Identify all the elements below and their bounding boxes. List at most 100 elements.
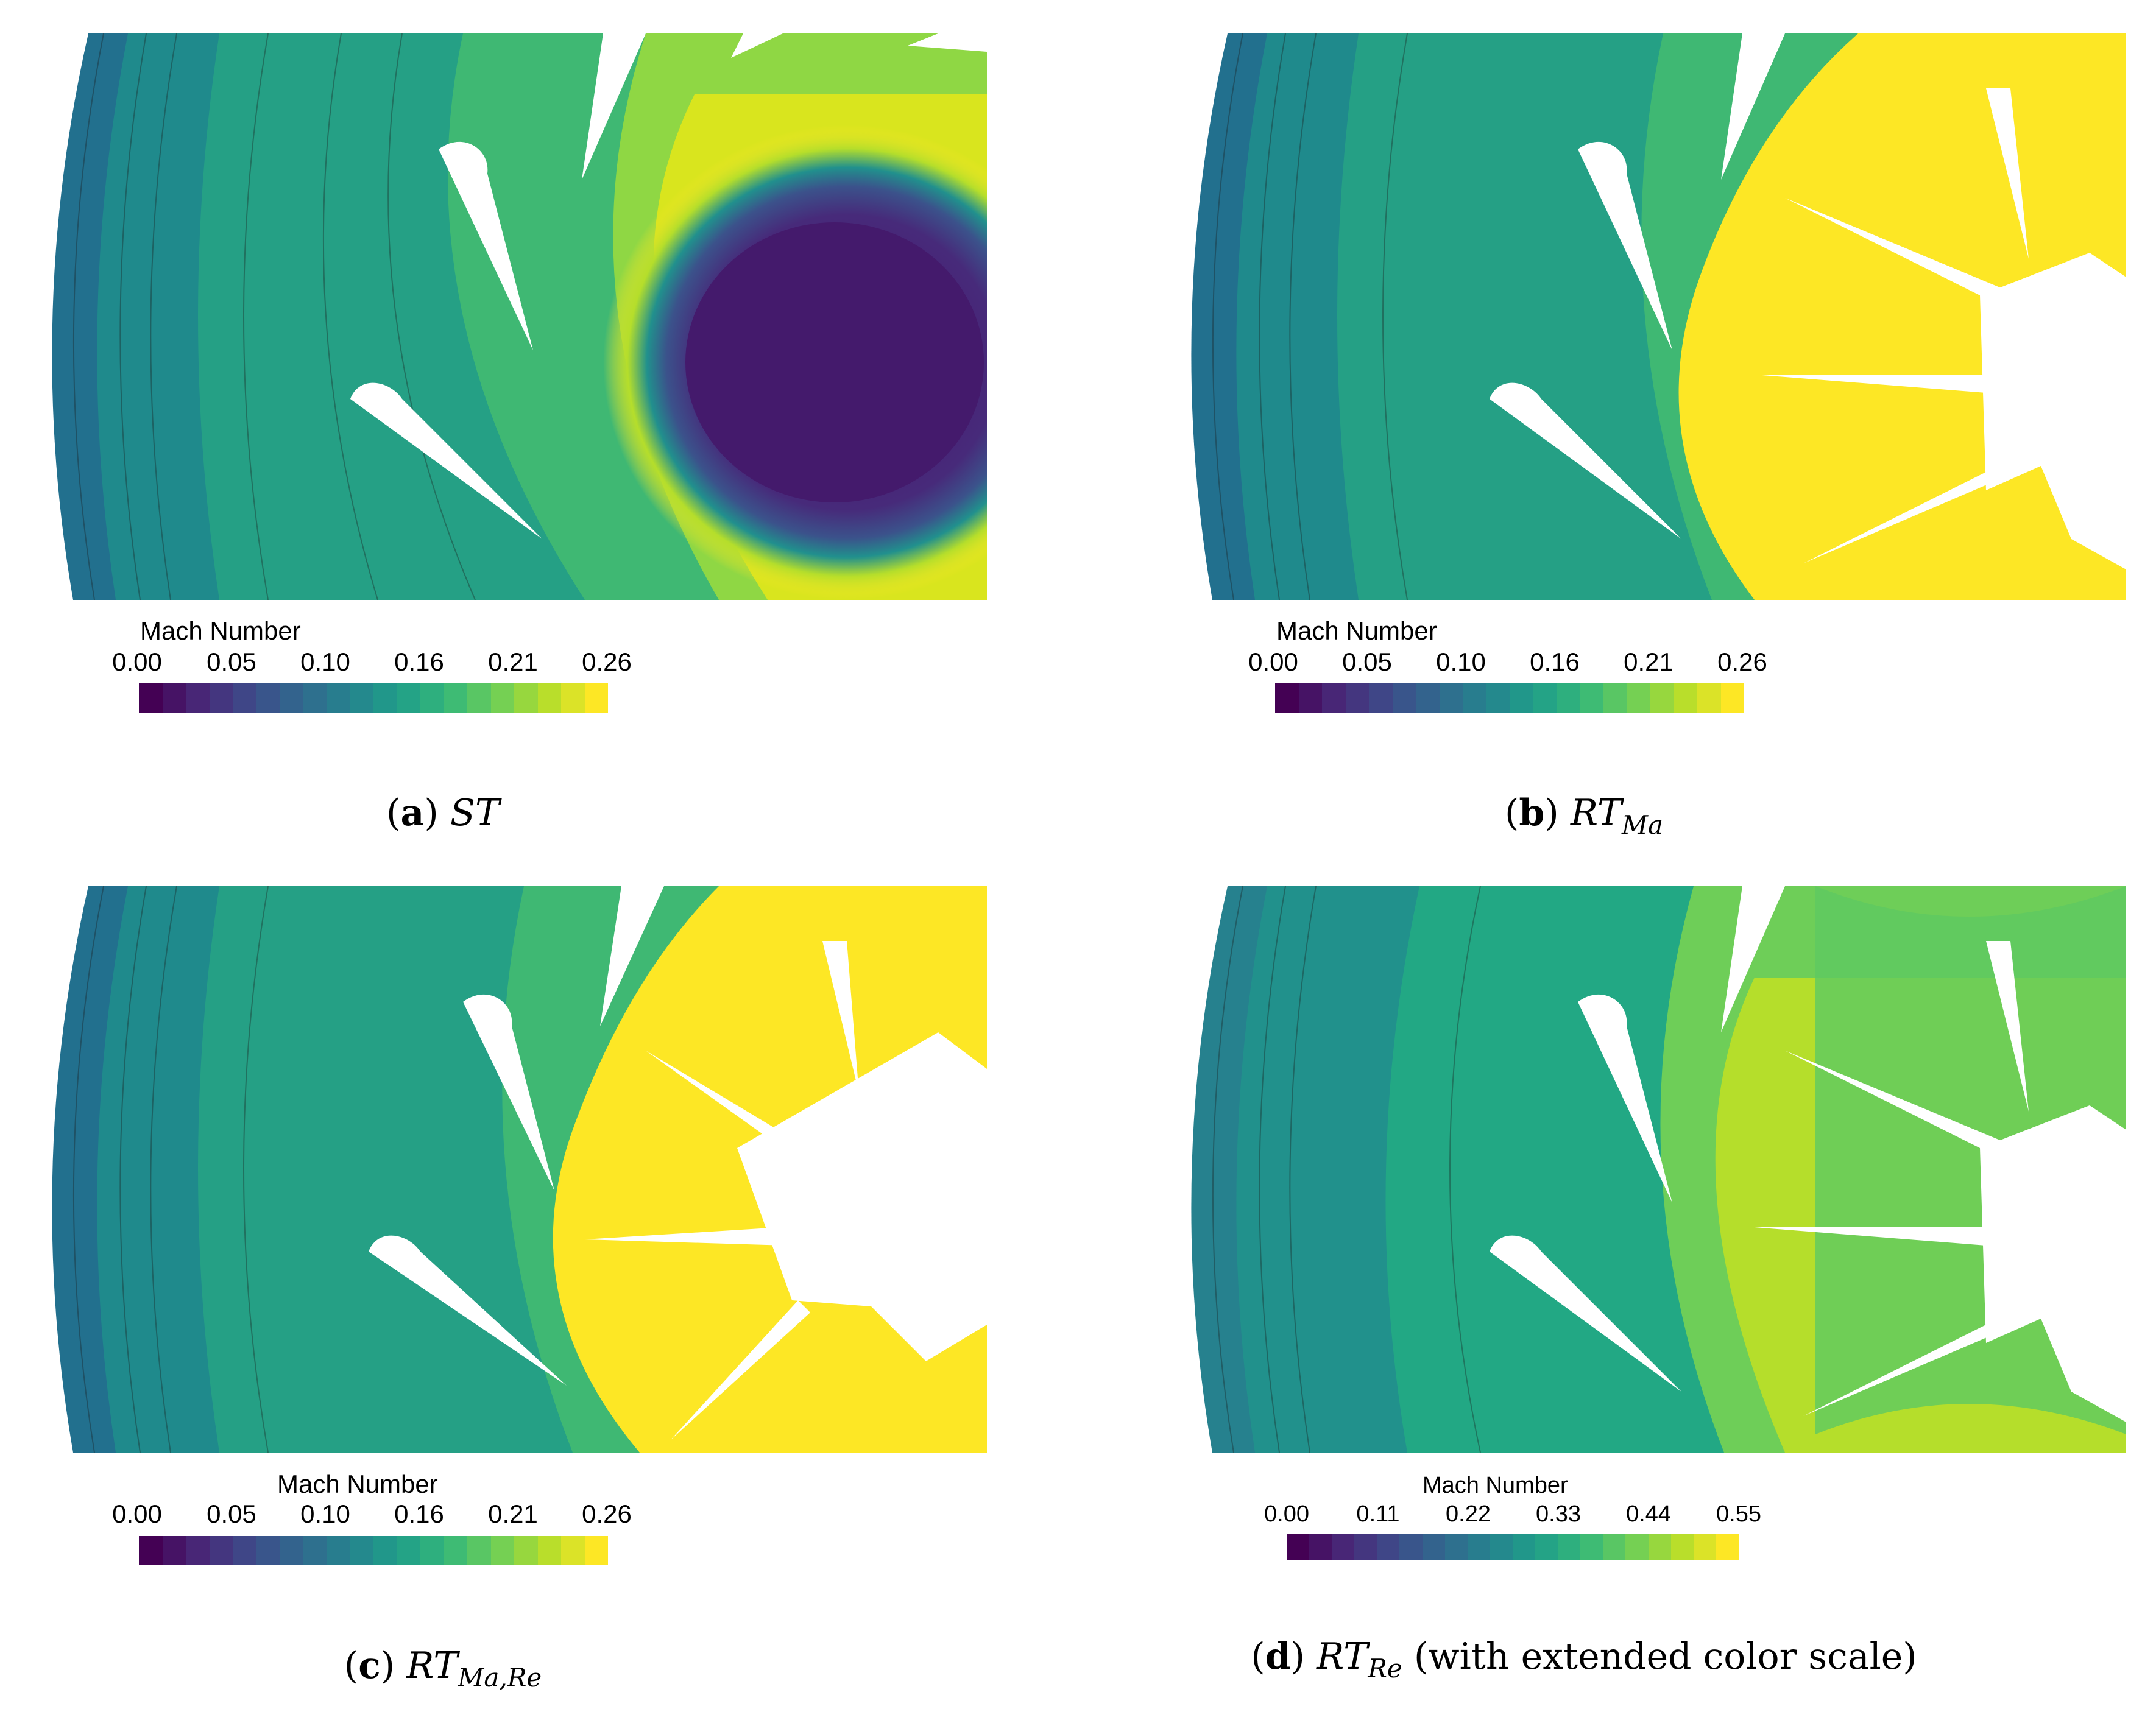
colorbar-band xyxy=(1580,1534,1603,1560)
caption-b: (b) RTMa xyxy=(1504,792,1664,840)
colorbar-tick-a1: 0.05 xyxy=(207,647,256,676)
colorbar-band xyxy=(561,1536,585,1565)
colorbar-title-c: Mach Number xyxy=(277,1470,438,1498)
stator-blade-b3 xyxy=(1721,33,1785,180)
colorbar-band xyxy=(1369,683,1393,713)
stator-blade-c2 xyxy=(369,1235,567,1386)
rotor-blade-d1 xyxy=(1785,1051,2004,1154)
colorbar-tick-c3: 0.16 xyxy=(394,1499,444,1528)
colorbar-band xyxy=(537,1536,561,1565)
stator-blade-d1 xyxy=(1578,994,1672,1203)
colorbar-tick-a3: 0.16 xyxy=(394,647,444,676)
colorbar-band xyxy=(1416,683,1440,713)
colorbar-tick-d1: 0.11 xyxy=(1356,1501,1400,1527)
colorbar-band xyxy=(1463,683,1486,713)
colorbar-tick-d0: 0.00 xyxy=(1264,1501,1309,1527)
colorbar-band xyxy=(490,683,514,713)
colorbar-tick-c4: 0.21 xyxy=(488,1499,538,1528)
rotor-blade-b4 xyxy=(1986,88,2029,259)
colorbar-band xyxy=(1512,1534,1536,1560)
colorbar-tick-b2: 0.10 xyxy=(1436,647,1486,676)
rotor-blade-d3 xyxy=(1803,1313,2016,1416)
colorbar-band xyxy=(1693,1534,1716,1560)
colorbar-band xyxy=(1716,1534,1739,1560)
colorbar-tick-b1: 0.05 xyxy=(1342,647,1392,676)
stator-blade-a3 xyxy=(582,33,646,180)
colorbar-band xyxy=(1627,683,1650,713)
colorbar-band xyxy=(303,1536,327,1565)
rotor-blade-c2 xyxy=(585,1227,786,1246)
colorbar-title-d: Mach Number xyxy=(1423,1473,1568,1498)
caption-letter-b: b xyxy=(1519,792,1545,834)
colorbar-band xyxy=(1697,683,1721,713)
colorbar-tick-b0: 0.00 xyxy=(1248,647,1298,676)
colorbar-band xyxy=(1354,1534,1377,1560)
colorbar-band xyxy=(1322,683,1346,713)
colorbar-band xyxy=(397,1536,420,1565)
colorbar-band xyxy=(1275,683,1299,713)
rotor-blade-b1 xyxy=(1785,198,2004,301)
caption-letter-d: d xyxy=(1265,1635,1291,1678)
caption-symbol-a: ST xyxy=(450,792,500,834)
colorbar-tick-b3: 0.16 xyxy=(1530,647,1580,676)
colorbar-band xyxy=(139,1536,163,1565)
colorbar-band xyxy=(1439,683,1463,713)
colorbar-tick-c0: 0.00 xyxy=(112,1499,162,1528)
colorbar-band xyxy=(1467,1534,1490,1560)
caption-letter-c: c xyxy=(358,1644,381,1687)
caption-d: (d) RTRe (with extended color scale) xyxy=(1251,1635,1917,1683)
stator-blade-d3 xyxy=(1721,886,1785,1032)
colorbar-band xyxy=(1486,683,1510,713)
colorbar-band xyxy=(209,683,233,713)
rotor-blade-c1 xyxy=(646,1051,829,1172)
colorbar-title-a: Mach Number xyxy=(140,616,301,645)
stator-blade-c1 xyxy=(463,994,554,1191)
colorbar-band xyxy=(514,683,538,713)
colorbar-band xyxy=(1444,1534,1468,1560)
colorbar-band xyxy=(490,1536,514,1565)
colorbar-band xyxy=(280,1536,303,1565)
mach-contour-plot-b xyxy=(1191,33,2126,600)
colorbar-band xyxy=(467,1536,491,1565)
colorbar-band xyxy=(350,683,373,713)
colorbar-band xyxy=(256,1536,280,1565)
rotor-blade-b2 xyxy=(1755,375,1986,393)
colorbar-band xyxy=(561,683,585,713)
colorbar-band xyxy=(1377,1534,1400,1560)
colorbar-band xyxy=(1287,1534,1310,1560)
colorbar-band xyxy=(584,1536,608,1565)
caption-a: (a) ST xyxy=(386,792,500,834)
colorbar-band xyxy=(1332,1534,1355,1560)
colorbar-band xyxy=(1603,683,1627,713)
colorbar-band xyxy=(1533,683,1557,713)
colorbar-band xyxy=(1720,683,1744,713)
stator-blade-a2 xyxy=(350,382,542,539)
colorbar-band xyxy=(584,683,608,713)
colorbar-tick-a0: 0.00 xyxy=(112,647,162,676)
caption-suffix-d: (with extended color scale) xyxy=(1402,1635,1917,1678)
colorbar-band xyxy=(444,683,467,713)
caption-symbol-d: RT xyxy=(1317,1635,1368,1678)
colorbar-band xyxy=(1670,1534,1694,1560)
rotor-blade-d4 xyxy=(1986,941,2029,1112)
colorbar-band xyxy=(209,1536,233,1565)
rotor-blade-c4 xyxy=(822,941,859,1093)
colorbar-band xyxy=(303,683,327,713)
colorbar-band xyxy=(1557,683,1580,713)
colorbar-band xyxy=(1392,683,1416,713)
mach-contour-plot-d xyxy=(1191,886,2126,1453)
colorbar-band xyxy=(1298,683,1322,713)
colorbar-band xyxy=(1345,683,1369,713)
colorbar-band xyxy=(1510,683,1533,713)
caption-symbol-c: RT xyxy=(406,1644,458,1687)
colorbar-band xyxy=(420,1536,444,1565)
colorbar-band xyxy=(514,1536,538,1565)
colorbar-band xyxy=(397,683,420,713)
colorbar-band xyxy=(467,683,491,713)
caption-c: (c) RTMa,Re xyxy=(344,1644,542,1693)
colorbar-title-b: Mach Number xyxy=(1276,616,1437,645)
colorbar-band xyxy=(1490,1534,1513,1560)
stator-blade-b2 xyxy=(1490,382,1681,539)
colorbar-band xyxy=(1422,1534,1445,1560)
colorbar-band xyxy=(162,1536,186,1565)
